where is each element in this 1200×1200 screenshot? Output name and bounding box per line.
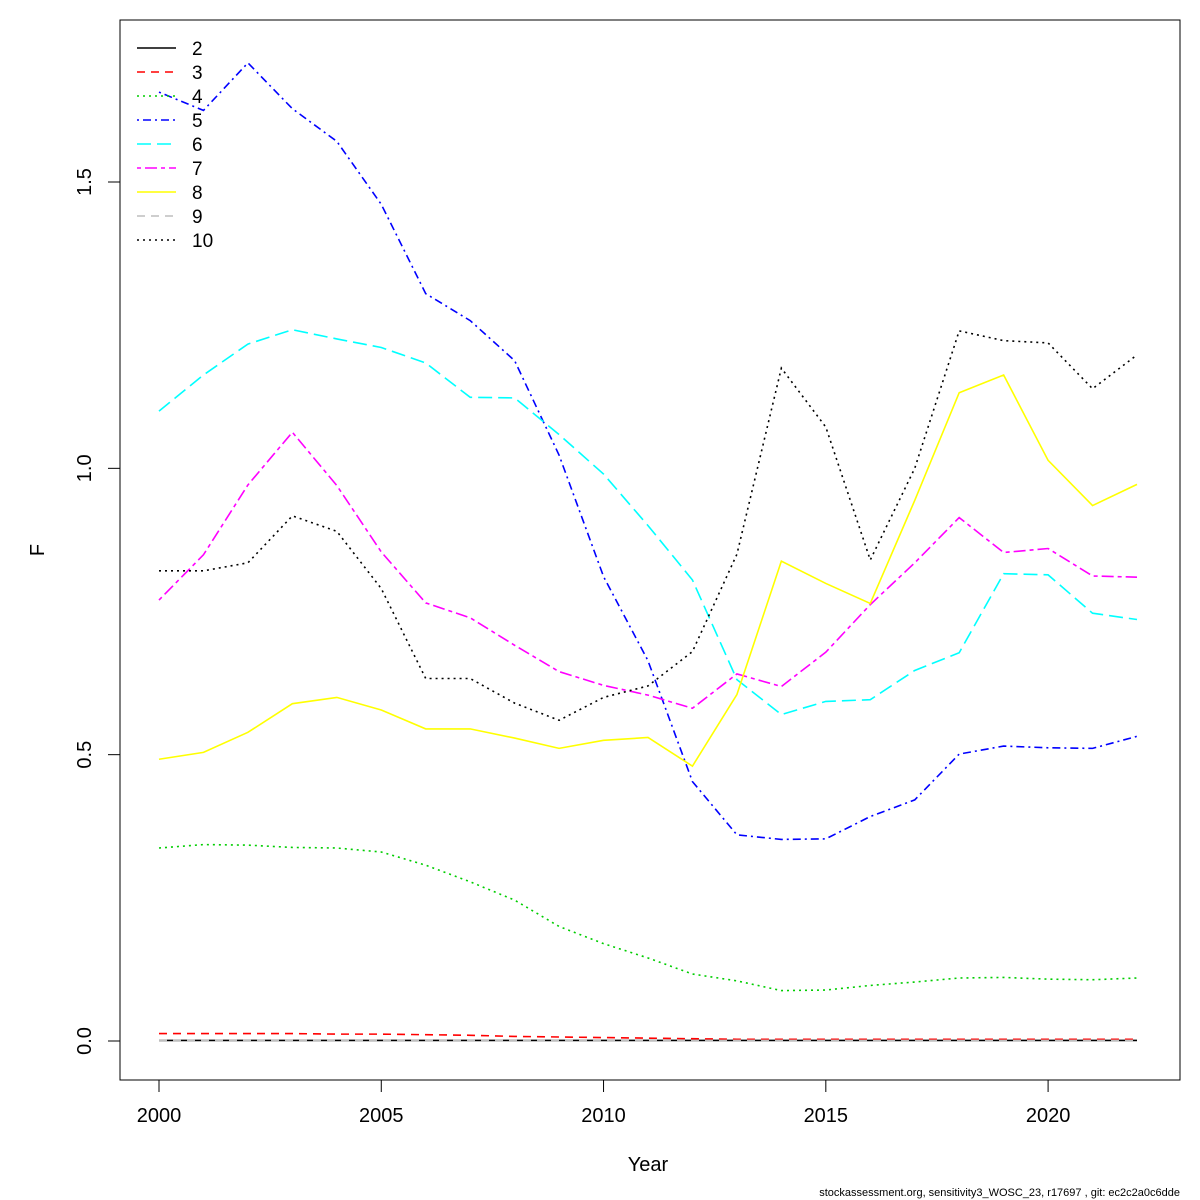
y-axis: 0.0 0.5 1.0 1.5 [74, 168, 121, 1055]
plot-frame [119, 19, 1181, 1081]
x-tick-label: 2020 [1026, 1105, 1071, 1127]
x-tick-label: 2015 [804, 1105, 849, 1127]
series-line-3 [159, 1032, 1137, 1041]
legend-label-8: 8 [192, 183, 203, 204]
legend-label-10: 10 [192, 231, 213, 252]
legend-label-9: 9 [192, 207, 203, 228]
legend-label-2: 2 [192, 39, 203, 60]
x-tick-label: 2005 [359, 1105, 404, 1127]
legend-label-7: 7 [192, 159, 203, 180]
series-line-6 [158, 328, 1138, 716]
y-tick-label: 1.5 [74, 168, 96, 196]
x-axis-label: Year [628, 1154, 669, 1176]
x-axis: 2000 2005 2010 2015 2020 [137, 1079, 1071, 1127]
legend-label-5: 5 [192, 111, 203, 132]
series-line-5 [158, 61, 1138, 841]
legend-label-3: 3 [192, 63, 203, 84]
plot-area [119, 19, 1181, 1081]
series-line-4 [158, 843, 1138, 992]
x-tick-label: 2000 [137, 1105, 182, 1127]
legend: 2 3 4 5 6 7 8 9 10 [137, 39, 213, 252]
x-tick-label: 2010 [581, 1105, 626, 1127]
legend-label-4: 4 [192, 87, 203, 108]
series-line-7 [158, 431, 1138, 710]
y-tick-label: 0.0 [74, 1027, 96, 1055]
y-axis-label: F [27, 544, 49, 556]
footer-text: stockassessment.org, sensitivity3_WOSC_2… [819, 1187, 1180, 1199]
y-tick-label: 1.0 [74, 454, 96, 482]
series-line-10 [159, 329, 1138, 722]
legend-label-6: 6 [192, 135, 203, 156]
y-tick-label: 0.5 [74, 741, 96, 769]
series-line-8 [158, 373, 1138, 768]
